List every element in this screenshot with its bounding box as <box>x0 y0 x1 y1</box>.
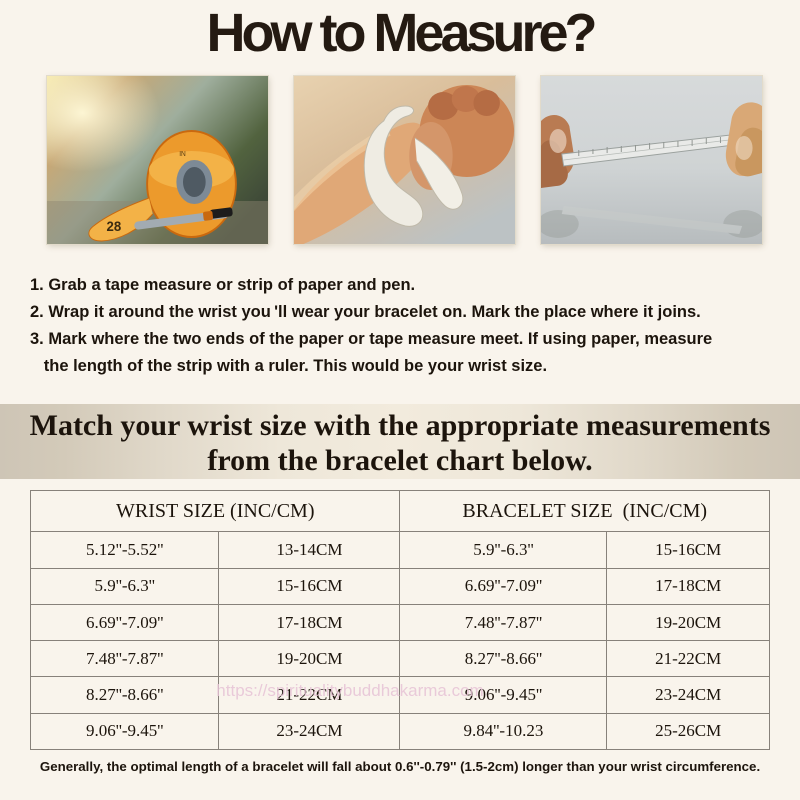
svg-text:IN: IN <box>179 151 186 158</box>
svg-text:28: 28 <box>107 219 122 234</box>
